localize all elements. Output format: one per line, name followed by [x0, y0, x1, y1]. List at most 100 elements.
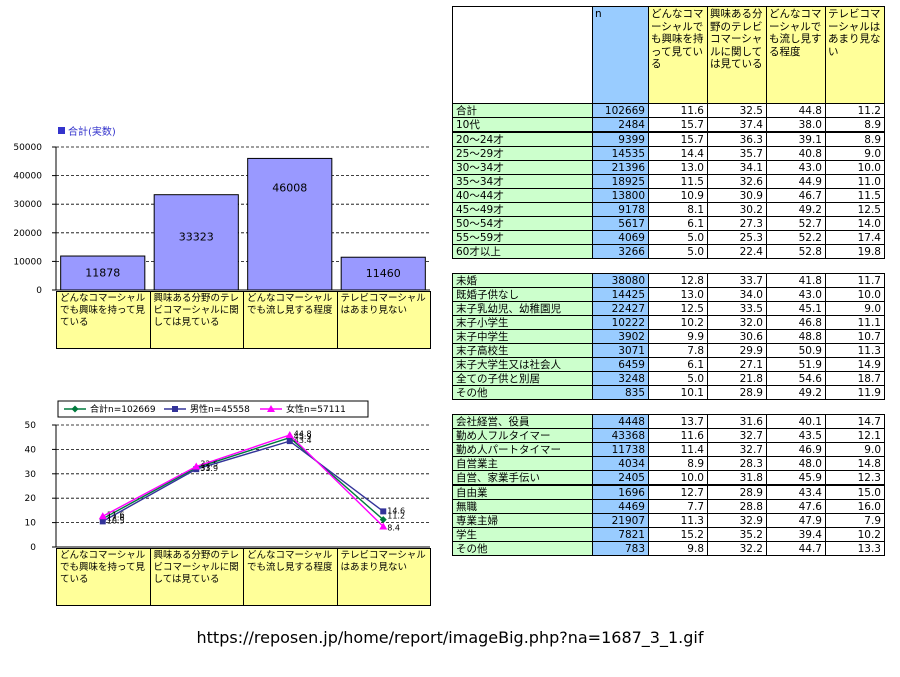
cell-value: 28.3: [707, 456, 767, 471]
cell-value: 32.7: [707, 428, 767, 443]
cell-value: 14.4: [648, 146, 708, 161]
category-label: 興味ある分野のテレビコマーシャルに関しては見ている: [149, 291, 244, 349]
cell-value: 5.0: [648, 230, 708, 245]
cell-value: 13.0: [648, 287, 708, 302]
table-row: 学生 7821 15.2 35.2 39.4 10.2: [452, 527, 885, 542]
row-label: 60才以上: [452, 244, 593, 259]
table-row: その他 835 10.1 28.9 49.2 11.9: [452, 385, 885, 400]
triangle-marker: [379, 522, 388, 530]
table-row: その他 783 9.8 32.2 44.7 13.3: [452, 541, 885, 556]
cell-value: 44.7: [766, 541, 826, 556]
row-label: 末子小学生: [452, 315, 593, 330]
cell-value: 835: [592, 385, 649, 400]
table-row: 30～34才 21396 13.0 34.1 43.0 10.0: [452, 160, 885, 175]
cell-value: 11.7: [825, 273, 885, 288]
series-line: [102, 434, 384, 528]
cell-value: 11.9: [825, 385, 885, 400]
row-label: 勤め人フルタイマー: [452, 428, 593, 443]
row-label: 末子高校生: [452, 343, 593, 358]
cell-value: 32.9: [707, 513, 767, 528]
square-marker: [380, 508, 387, 515]
cell-value: 15.7: [648, 131, 708, 147]
cell-value: 11.2: [825, 103, 885, 118]
data-label: 33323: [179, 230, 214, 243]
cell-value: 38080: [592, 273, 649, 288]
cell-value: 3902: [592, 329, 649, 344]
cell-value: 12.1: [825, 428, 885, 443]
cell-value: 6459: [592, 357, 649, 372]
table-row: 45～49才 9178 8.1 30.2 49.2 12.5: [452, 202, 885, 217]
cell-value: 33.5: [707, 301, 767, 316]
cell-value: 28.9: [707, 484, 767, 500]
cell-value: 13.3: [825, 541, 885, 556]
row-label: 会社経営、役員: [452, 414, 593, 429]
cell-value: 46.9: [766, 442, 826, 457]
y-tick-label: 40: [25, 445, 37, 455]
cell-value: 13.7: [648, 414, 708, 429]
cell-value: 7821: [592, 527, 649, 542]
table-row: 末子乳幼児、幼稚園児 22427 12.5 33.5 45.1 9.0: [452, 301, 885, 316]
cell-value: 9.0: [825, 301, 885, 316]
cell-value: 10.7: [825, 329, 885, 344]
row-label: 専業主婦: [452, 513, 593, 528]
bar: [153, 194, 239, 291]
table-row: 60才以上 3266 5.0 22.4 52.8 19.8: [452, 244, 885, 259]
y-tick-label: 0: [36, 286, 42, 296]
cell-value: 10.0: [825, 160, 885, 175]
triangle-marker: [267, 405, 275, 412]
cell-value: 2484: [592, 117, 649, 133]
row-label: 30～34才: [452, 160, 593, 175]
cell-value: 31.8: [707, 470, 767, 486]
data-label: 32.5: [200, 460, 218, 469]
table-row: 自営業主 4034 8.9 28.3 48.0 14.8: [452, 456, 885, 471]
column-header: どんなコマーシャルでも流し見する程度: [766, 6, 826, 104]
cell-value: 14425: [592, 287, 649, 302]
table-row: 40～44才 13800 10.9 30.9 46.7 11.5: [452, 188, 885, 203]
y-tick-label: 30000: [13, 200, 42, 210]
legend-label: 男性n=45558: [190, 403, 250, 415]
cell-value: 10.2: [648, 315, 708, 330]
cell-value: 52.2: [766, 230, 826, 245]
gap-cell: [453, 400, 885, 415]
cell-value: 47.9: [766, 513, 826, 528]
cell-value: 48.8: [766, 329, 826, 344]
cell-value: 27.3: [707, 216, 767, 231]
cell-value: 52.7: [766, 216, 826, 231]
cell-value: 32.7: [707, 442, 767, 457]
cell-value: 783: [592, 541, 649, 556]
cell-value: 7.8: [648, 343, 708, 358]
cell-value: 21.8: [707, 371, 767, 386]
row-label: 25～29才: [452, 146, 593, 161]
cell-value: 49.2: [766, 202, 826, 217]
y-tick-label: 0: [30, 543, 36, 553]
cell-value: 9.9: [648, 329, 708, 344]
cell-value: 3248: [592, 371, 649, 386]
row-label: 自由業: [452, 484, 593, 500]
group-gap: [453, 400, 885, 415]
series-line: [102, 436, 384, 521]
cell-value: 9.0: [825, 442, 885, 457]
data-label: 44.8: [294, 430, 312, 439]
cell-value: 29.9: [707, 343, 767, 358]
table-row: 勤め人フルタイマー 43368 11.6 32.7 43.5 12.1: [452, 428, 885, 443]
cell-value: 19.8: [825, 244, 885, 259]
column-header: どんなコマーシャルでも興味を持って見ている: [648, 6, 708, 104]
cell-value: 10.9: [648, 188, 708, 203]
cell-value: 6.1: [648, 216, 708, 231]
legend-label: 女性n=57111: [286, 403, 346, 415]
series-line: [102, 440, 384, 522]
cell-value: 51.9: [766, 357, 826, 372]
data-label: 11460: [366, 267, 401, 280]
cell-value: 12.5: [648, 301, 708, 316]
cell-value: 32.5: [707, 103, 767, 118]
cell-value: 15.2: [648, 527, 708, 542]
row-label: 10代: [452, 117, 593, 133]
cell-value: 11.6: [648, 103, 708, 118]
y-tick-label: 10000: [13, 257, 42, 267]
cell-value: 14.7: [825, 414, 885, 429]
cell-value: 45.1: [766, 301, 826, 316]
row-label: 自営、家業手伝い: [452, 470, 593, 486]
table-row: 末子大学生又は社会人 6459 6.1 27.1 51.9 14.9: [452, 357, 885, 372]
cell-value: 25.3: [707, 230, 767, 245]
cell-value: 13800: [592, 188, 649, 203]
